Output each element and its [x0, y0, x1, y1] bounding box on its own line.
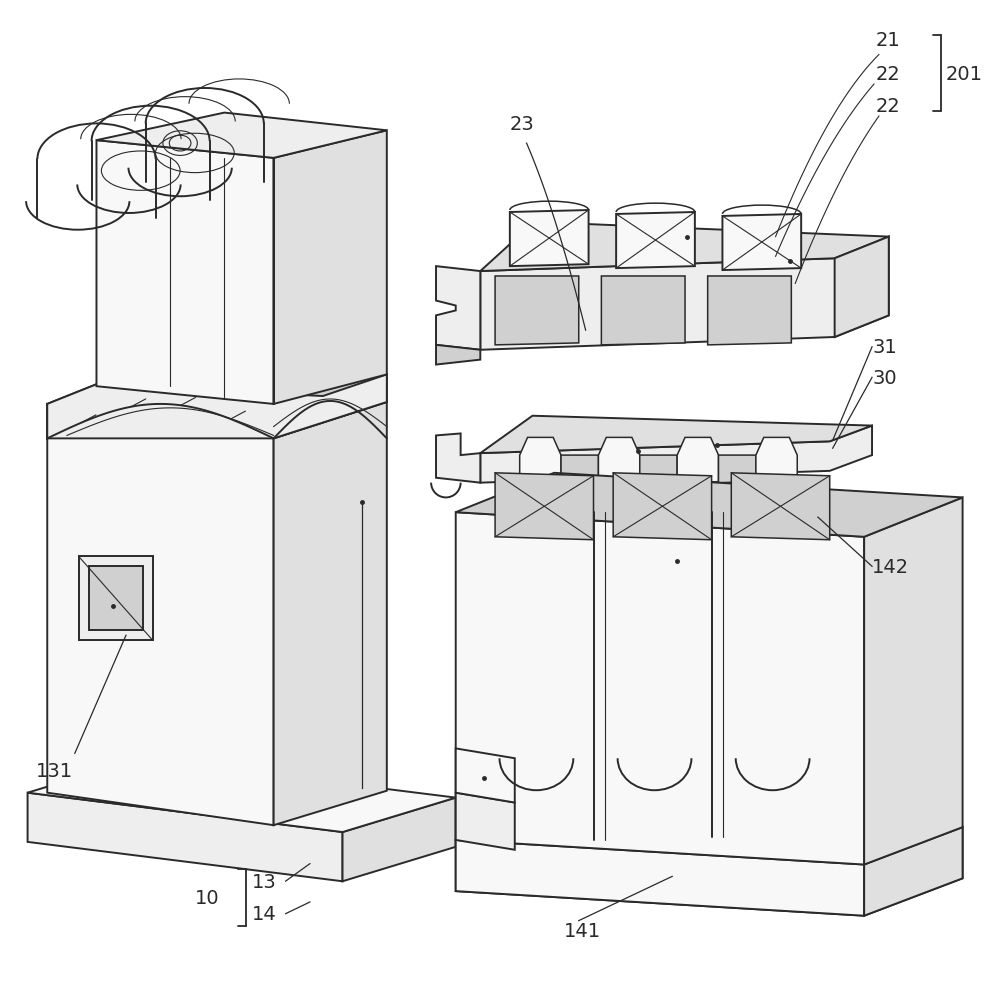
- Text: 131: 131: [35, 761, 73, 780]
- Polygon shape: [480, 416, 872, 454]
- Polygon shape: [96, 141, 274, 404]
- Polygon shape: [47, 370, 146, 439]
- Polygon shape: [274, 131, 387, 404]
- Polygon shape: [598, 438, 640, 483]
- Polygon shape: [480, 238, 889, 350]
- Polygon shape: [835, 238, 889, 337]
- Polygon shape: [28, 758, 456, 832]
- Text: 21: 21: [876, 32, 901, 50]
- Polygon shape: [96, 113, 387, 159]
- Text: 141: 141: [564, 921, 601, 940]
- Polygon shape: [718, 456, 756, 483]
- Polygon shape: [480, 223, 889, 272]
- Polygon shape: [456, 793, 515, 850]
- Polygon shape: [456, 840, 864, 916]
- Polygon shape: [274, 402, 387, 825]
- Text: 14: 14: [252, 904, 277, 923]
- Polygon shape: [89, 567, 143, 631]
- Polygon shape: [343, 798, 456, 881]
- Text: 23: 23: [510, 114, 535, 134]
- Polygon shape: [601, 277, 685, 345]
- Text: 31: 31: [872, 338, 897, 357]
- Polygon shape: [495, 473, 594, 540]
- Text: 10: 10: [195, 888, 220, 907]
- Polygon shape: [510, 211, 589, 267]
- Polygon shape: [756, 438, 797, 483]
- Polygon shape: [495, 277, 579, 345]
- Polygon shape: [677, 438, 718, 483]
- Text: 201: 201: [946, 65, 983, 84]
- Polygon shape: [722, 215, 801, 271]
- Polygon shape: [436, 267, 480, 350]
- Text: 142: 142: [872, 557, 909, 576]
- Polygon shape: [640, 456, 677, 483]
- Polygon shape: [731, 473, 830, 540]
- Polygon shape: [79, 557, 153, 641]
- Polygon shape: [864, 498, 963, 865]
- Polygon shape: [616, 213, 695, 269]
- Polygon shape: [436, 345, 480, 365]
- Polygon shape: [28, 793, 343, 881]
- Text: 22: 22: [876, 65, 901, 84]
- Polygon shape: [47, 404, 274, 825]
- Polygon shape: [864, 827, 963, 916]
- Polygon shape: [561, 456, 598, 483]
- Polygon shape: [456, 827, 963, 916]
- Text: 30: 30: [872, 369, 897, 387]
- Polygon shape: [613, 473, 712, 540]
- Polygon shape: [708, 277, 791, 345]
- Polygon shape: [456, 748, 515, 803]
- Polygon shape: [456, 513, 864, 865]
- Text: 22: 22: [876, 97, 901, 116]
- Polygon shape: [47, 375, 387, 439]
- Text: 13: 13: [252, 872, 277, 891]
- Polygon shape: [436, 434, 480, 483]
- Polygon shape: [274, 375, 387, 439]
- Polygon shape: [520, 438, 561, 483]
- Polygon shape: [480, 426, 872, 483]
- Polygon shape: [456, 473, 963, 537]
